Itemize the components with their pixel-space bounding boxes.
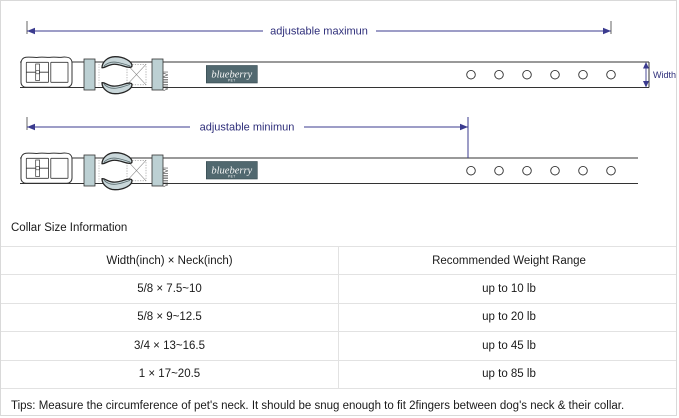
svg-text:adjustable maximun: adjustable maximun (270, 26, 368, 38)
svg-text:VIIIIIIVI: VIIIIIIVI (164, 71, 170, 91)
svg-text:VIIIIIIVI: VIIIIIIVI (164, 167, 170, 187)
svg-text:adjustable minimun: adjustable minimun (200, 122, 295, 134)
svg-text:Width: Width (653, 70, 676, 80)
